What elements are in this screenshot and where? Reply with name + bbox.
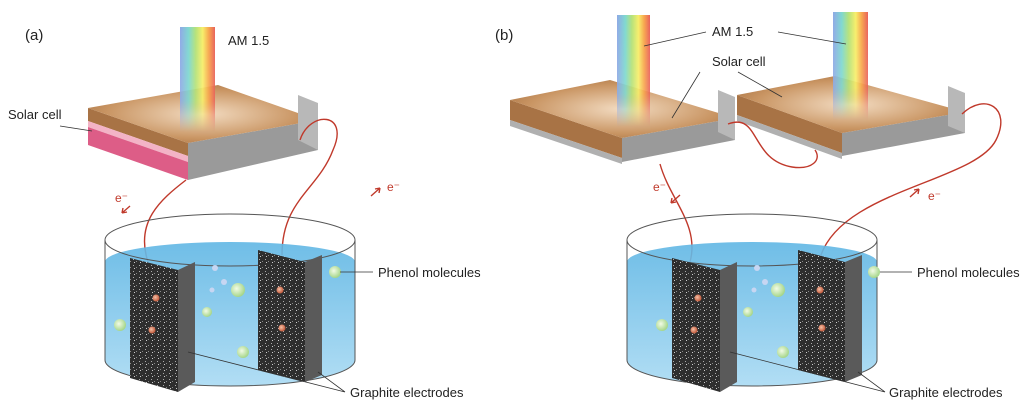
light-beam xyxy=(180,27,215,132)
solar-cell-part xyxy=(737,115,842,159)
electron-arrow xyxy=(370,187,381,197)
molecules-part xyxy=(777,346,789,358)
solar-cell-part xyxy=(88,121,188,162)
electrodes-part xyxy=(178,262,195,392)
molecules-part xyxy=(202,307,212,317)
electrodes xyxy=(130,250,322,392)
molecules xyxy=(114,265,341,358)
molecules xyxy=(656,265,880,358)
electron-arrow xyxy=(121,205,131,214)
panel-label: (a) xyxy=(25,27,43,44)
molecules-part xyxy=(656,319,668,331)
electrodes-part xyxy=(816,286,824,294)
light-beam xyxy=(833,12,868,120)
wire xyxy=(727,121,818,169)
molecule-label: Phenol molecules xyxy=(917,265,1020,280)
molecules-part xyxy=(754,265,760,271)
solar-cell-part xyxy=(510,120,622,164)
molecules-part xyxy=(771,283,785,297)
molecules-part xyxy=(751,287,757,293)
electrodes-part xyxy=(278,324,286,332)
leader-line xyxy=(729,351,886,393)
electrodes-part xyxy=(258,250,305,382)
electrodes-part xyxy=(130,258,178,392)
wire xyxy=(819,103,1002,259)
solar-cell-label: Solar cell xyxy=(712,54,766,69)
panel-a: (a) AM 1.5 Solar cell e⁻ e⁻ Phenol mole xyxy=(8,27,481,400)
electron-label: e⁻ xyxy=(115,191,128,205)
solar-cell-part xyxy=(188,120,318,180)
electron-label: e⁻ xyxy=(387,180,400,194)
leader-line xyxy=(187,351,346,393)
solar-cell-part xyxy=(88,127,188,180)
electron-label: e⁻ xyxy=(653,180,666,194)
solar-cell-part xyxy=(510,100,622,158)
molecules-part xyxy=(231,283,245,297)
molecules-part xyxy=(743,307,753,317)
electrodes xyxy=(672,250,862,392)
electrodes-part xyxy=(818,324,826,332)
molecules-part xyxy=(868,266,880,278)
solar-cell-part xyxy=(718,90,735,140)
molecules-part xyxy=(114,319,126,331)
electrodes-part xyxy=(690,326,698,334)
light-beam xyxy=(617,15,650,127)
solar-cell-part xyxy=(842,112,965,156)
solar-cell-label: Solar cell xyxy=(8,107,62,122)
beaker-part xyxy=(104,359,356,387)
panel-label: (b) xyxy=(495,27,513,44)
electrodes-part xyxy=(672,258,720,392)
solar-cell-part xyxy=(622,118,735,162)
electrodes-part xyxy=(152,294,160,302)
molecules-part xyxy=(221,279,227,285)
solar-cell-part xyxy=(88,108,188,156)
beaker-part xyxy=(626,359,878,387)
electron-label: e⁻ xyxy=(928,189,941,203)
electrodes-part xyxy=(148,326,156,334)
electrodes-part xyxy=(798,250,845,382)
electrodes-part xyxy=(276,286,284,294)
molecules-part xyxy=(212,265,218,271)
electrode-label: Graphite electrodes xyxy=(889,385,1003,400)
electrodes-part xyxy=(305,255,322,382)
molecule-label: Phenol molecules xyxy=(378,265,481,280)
leader-line xyxy=(59,125,93,132)
light-label: AM 1.5 xyxy=(228,33,269,48)
panel-b: (b) AM 1.5 Solar cell e⁻ e⁻ xyxy=(495,12,1020,400)
solar-cell-part xyxy=(948,86,965,133)
solar-cell-part xyxy=(737,95,842,153)
solar-cell-part xyxy=(298,95,318,150)
electrodes-part xyxy=(720,262,737,392)
molecules-part xyxy=(237,346,249,358)
electrode-label: Graphite electrodes xyxy=(350,385,464,400)
electrodes-part xyxy=(694,294,702,302)
leader-line xyxy=(643,31,847,47)
molecules-part xyxy=(209,287,215,293)
molecules-part xyxy=(762,279,768,285)
molecules-part xyxy=(329,266,341,278)
leader-line xyxy=(671,71,783,119)
electrodes-part xyxy=(845,255,862,382)
electron-arrow xyxy=(670,194,681,204)
light-label: AM 1.5 xyxy=(712,24,753,39)
electron-arrow xyxy=(909,188,920,198)
